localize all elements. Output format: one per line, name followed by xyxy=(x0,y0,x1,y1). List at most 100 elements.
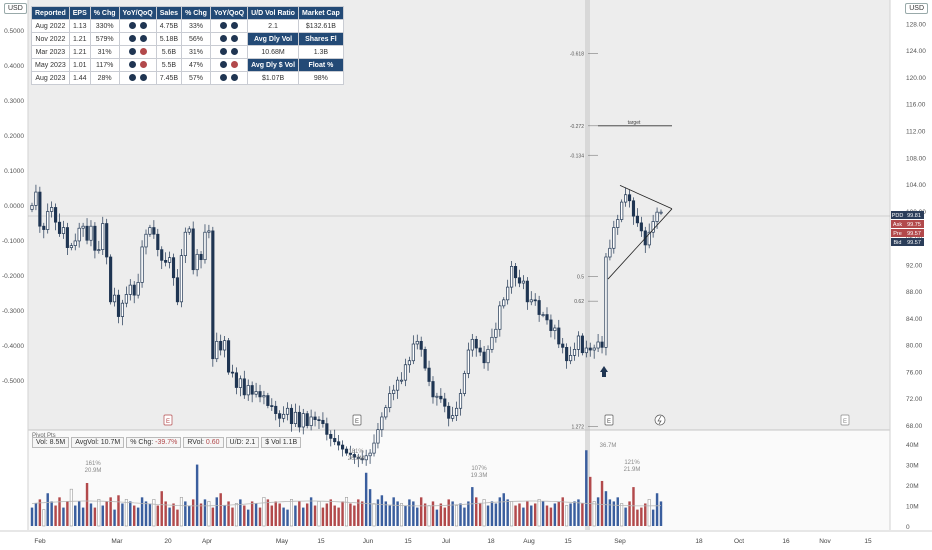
candle-body xyxy=(203,231,207,261)
candle-body xyxy=(348,452,352,455)
volume-bar xyxy=(392,497,395,526)
volume-bar xyxy=(463,507,466,526)
candle-body xyxy=(160,249,164,261)
candle-body xyxy=(513,266,518,279)
volume-bar xyxy=(85,483,89,526)
volume-annotation-pct: 161% xyxy=(85,461,101,467)
volume-bar xyxy=(231,507,234,526)
table-row: Nov 2022 1.21 579% 5.18B 56% Avg Dly Vol Share… xyxy=(31,32,344,46)
earnings-marker-icon[interactable] xyxy=(840,414,850,426)
candle-body xyxy=(553,327,557,331)
earnings-marker-icon[interactable] xyxy=(352,414,362,426)
candle-body xyxy=(376,429,380,444)
candle-body xyxy=(136,282,140,296)
dividend-marker-icon[interactable] xyxy=(654,414,666,426)
volume-bar xyxy=(117,495,120,526)
volume-bar xyxy=(42,509,46,527)
volume-bar xyxy=(309,497,313,526)
volume-annotation-vol: 36.7M xyxy=(600,443,617,449)
volume-annotation-vol: 26.3M xyxy=(348,456,365,462)
table-row: May 2023 1.01 117% 5.5B 47% Avg Dly $ Vol Floa… xyxy=(31,58,344,72)
sales-chg-cell: 47% xyxy=(181,58,211,72)
volume-bar xyxy=(172,503,175,526)
volume-bar xyxy=(93,507,97,526)
rvol-box: RVol: 0.60 xyxy=(183,437,224,448)
candle-body xyxy=(659,211,663,214)
volume-bar xyxy=(604,491,608,526)
volume-bar xyxy=(526,501,529,526)
lightning-icon xyxy=(657,415,662,425)
volume-bar xyxy=(608,499,612,526)
candle-body xyxy=(655,211,659,222)
price-tag-name: Ask xyxy=(893,222,902,228)
right-axis-tick: 120.00 xyxy=(906,75,926,82)
candle-body xyxy=(588,347,592,351)
candle-body xyxy=(313,416,317,420)
candle-body xyxy=(199,253,203,261)
header-cell: % Chg xyxy=(181,6,211,20)
candle-body xyxy=(604,256,608,348)
eps-cell: 1.21 xyxy=(68,45,91,59)
candle-body xyxy=(592,347,596,351)
right-axis-tick: 88.00 xyxy=(906,289,923,296)
volume-bar xyxy=(467,501,470,526)
volume-bar xyxy=(514,505,517,526)
candle-body xyxy=(435,395,439,398)
yoy-dots-cell xyxy=(209,45,249,59)
volume-bar xyxy=(368,489,372,526)
candle-body xyxy=(73,240,77,246)
volume-annotation-pct: 107% xyxy=(471,466,487,472)
earnings-marker-label: E xyxy=(166,419,170,425)
earnings-marker-icon[interactable] xyxy=(163,414,173,426)
volume-bar xyxy=(302,507,305,526)
candle-body xyxy=(317,419,321,421)
candle-body xyxy=(612,227,616,249)
candle-body xyxy=(93,225,97,251)
right-axis-tick: 108.00 xyxy=(906,155,926,162)
candle-body xyxy=(120,302,124,317)
volume-bar xyxy=(239,499,242,526)
volume-axis-tick: 30M xyxy=(906,463,919,470)
eps-cell: 1.13 xyxy=(68,19,91,33)
volume-bar xyxy=(408,499,411,526)
candle-body xyxy=(510,266,514,288)
candle-body xyxy=(274,405,278,414)
price-tag-value: 99.57 xyxy=(907,231,921,237)
sales-chg-cell: 31% xyxy=(181,45,211,59)
candle-body xyxy=(639,222,643,232)
candle-body xyxy=(81,225,85,229)
eps-chg-cell: 579% xyxy=(89,32,120,46)
candles xyxy=(30,184,663,468)
volume-bar xyxy=(46,493,49,526)
sales-cell: 5.5B xyxy=(155,58,183,72)
eps-chg-cell: 330% xyxy=(89,19,120,33)
candle-body xyxy=(572,349,577,356)
right-axis-tick: 68.00 xyxy=(906,423,923,430)
volume-bar xyxy=(234,503,238,527)
candle-body xyxy=(109,256,113,303)
volume-bar xyxy=(215,497,218,526)
volume-bar xyxy=(612,501,616,526)
volume-bar xyxy=(258,507,262,526)
volume-bar xyxy=(644,503,647,526)
candle-body xyxy=(54,207,58,223)
price-tag-name-bg xyxy=(891,220,904,228)
candle-body xyxy=(600,341,604,348)
candle-body xyxy=(168,257,172,263)
candle-body xyxy=(258,391,262,398)
volume-bar xyxy=(337,507,340,526)
volume-bar xyxy=(243,505,246,526)
x-axis-tick: Jun xyxy=(363,538,374,545)
currency-left-badge[interactable]: USD xyxy=(4,3,27,14)
table-header-row: Reported EPS % Chg YoY/QoQ Sales % Chg Y… xyxy=(31,6,344,20)
candle-body xyxy=(171,257,176,279)
candle-body xyxy=(565,347,569,362)
candle-body xyxy=(270,405,274,407)
volume-bar xyxy=(400,503,404,527)
volume-bar xyxy=(655,493,659,526)
currency-right-badge[interactable]: USD xyxy=(905,3,928,14)
candle-body xyxy=(470,338,474,351)
candle-body xyxy=(183,231,187,257)
earnings-marker-icon[interactable] xyxy=(604,414,614,426)
